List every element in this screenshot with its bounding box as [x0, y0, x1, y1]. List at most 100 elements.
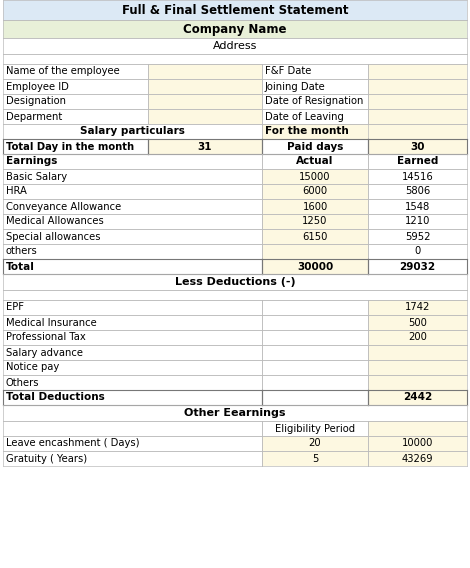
Bar: [3, 199, 262, 214]
Bar: [262, 169, 368, 184]
Bar: [368, 330, 467, 345]
Text: Actual: Actual: [296, 157, 334, 166]
Text: Date of Leaving: Date of Leaving: [265, 111, 344, 122]
Text: 5: 5: [312, 453, 318, 463]
Bar: [148, 79, 262, 94]
Text: Full & Final Settlement Statement: Full & Final Settlement Statement: [122, 3, 348, 16]
Bar: [3, 259, 262, 274]
Bar: [3, 375, 262, 390]
Text: Eligibility Period: Eligibility Period: [275, 424, 355, 433]
Text: Earnings: Earnings: [6, 157, 57, 166]
Bar: [368, 300, 467, 315]
Text: Joining Date: Joining Date: [265, 81, 326, 91]
Text: Medical Allowances: Medical Allowances: [6, 216, 104, 227]
Text: Special allowances: Special allowances: [6, 232, 101, 241]
Bar: [262, 124, 467, 139]
Bar: [3, 290, 467, 300]
Bar: [3, 38, 467, 54]
Bar: [368, 315, 467, 330]
Bar: [262, 360, 368, 375]
Text: 31: 31: [198, 141, 212, 152]
Text: Leave encashment ( Days): Leave encashment ( Days): [6, 438, 140, 449]
Bar: [262, 390, 368, 405]
Text: Company Name: Company Name: [183, 23, 287, 35]
Text: 1600: 1600: [302, 202, 328, 211]
Bar: [3, 0, 467, 20]
Text: Salary particulars: Salary particulars: [80, 127, 185, 136]
Bar: [368, 345, 467, 360]
Bar: [3, 79, 148, 94]
Bar: [3, 94, 148, 109]
Text: F&F Date: F&F Date: [265, 66, 311, 77]
Bar: [262, 451, 368, 466]
Text: Others: Others: [6, 378, 39, 387]
Bar: [3, 139, 148, 154]
Bar: [3, 54, 467, 64]
Bar: [368, 154, 467, 169]
Text: Other Eearnings: Other Eearnings: [184, 408, 286, 418]
Bar: [262, 184, 368, 199]
Bar: [262, 300, 368, 315]
Text: 2442: 2442: [403, 392, 432, 403]
Text: Employee ID: Employee ID: [6, 81, 69, 91]
Text: Total Deductions: Total Deductions: [6, 392, 105, 403]
Bar: [368, 375, 467, 390]
Bar: [262, 64, 368, 79]
Bar: [262, 330, 368, 345]
Text: 1548: 1548: [405, 202, 430, 211]
Text: For the month: For the month: [265, 127, 349, 136]
Bar: [368, 199, 467, 214]
Bar: [3, 330, 262, 345]
Bar: [262, 375, 368, 390]
Bar: [262, 345, 368, 360]
Bar: [368, 360, 467, 375]
Bar: [262, 436, 368, 451]
Text: 6150: 6150: [302, 232, 328, 241]
Text: Address: Address: [213, 41, 257, 51]
Text: 15000: 15000: [299, 172, 331, 182]
Bar: [148, 139, 262, 154]
Text: 20: 20: [309, 438, 321, 449]
Bar: [368, 259, 467, 274]
Text: Medical Insurance: Medical Insurance: [6, 318, 97, 328]
Bar: [262, 139, 368, 154]
Text: Designation: Designation: [6, 97, 66, 107]
Text: 200: 200: [408, 332, 427, 343]
Bar: [368, 94, 467, 109]
Text: 29032: 29032: [400, 261, 436, 272]
Bar: [368, 244, 467, 259]
Bar: [262, 154, 368, 169]
Text: 0: 0: [415, 247, 421, 257]
Bar: [3, 109, 148, 124]
Text: EPF: EPF: [6, 303, 24, 312]
Bar: [3, 360, 262, 375]
Bar: [262, 421, 368, 436]
Bar: [368, 421, 467, 436]
Text: 1210: 1210: [405, 216, 430, 227]
Text: Salary advance: Salary advance: [6, 348, 83, 357]
Bar: [368, 436, 467, 451]
Text: 43269: 43269: [402, 453, 433, 463]
Text: Date of Resignation: Date of Resignation: [265, 97, 363, 107]
Bar: [368, 184, 467, 199]
Text: 1250: 1250: [302, 216, 328, 227]
Bar: [368, 79, 467, 94]
Text: 6000: 6000: [302, 186, 328, 197]
Text: 14516: 14516: [402, 172, 433, 182]
Text: Gratuity ( Years): Gratuity ( Years): [6, 453, 87, 463]
Text: Basic Salary: Basic Salary: [6, 172, 67, 182]
Bar: [3, 451, 262, 466]
Bar: [3, 124, 262, 139]
Text: 1742: 1742: [405, 303, 430, 312]
Text: Earned: Earned: [397, 157, 438, 166]
Bar: [3, 64, 148, 79]
Bar: [262, 229, 368, 244]
Bar: [3, 300, 262, 315]
Bar: [148, 64, 262, 79]
Bar: [3, 274, 467, 290]
Bar: [262, 259, 368, 274]
Text: Name of the employee: Name of the employee: [6, 66, 120, 77]
Bar: [368, 109, 467, 124]
Bar: [368, 390, 467, 405]
Bar: [3, 169, 262, 184]
